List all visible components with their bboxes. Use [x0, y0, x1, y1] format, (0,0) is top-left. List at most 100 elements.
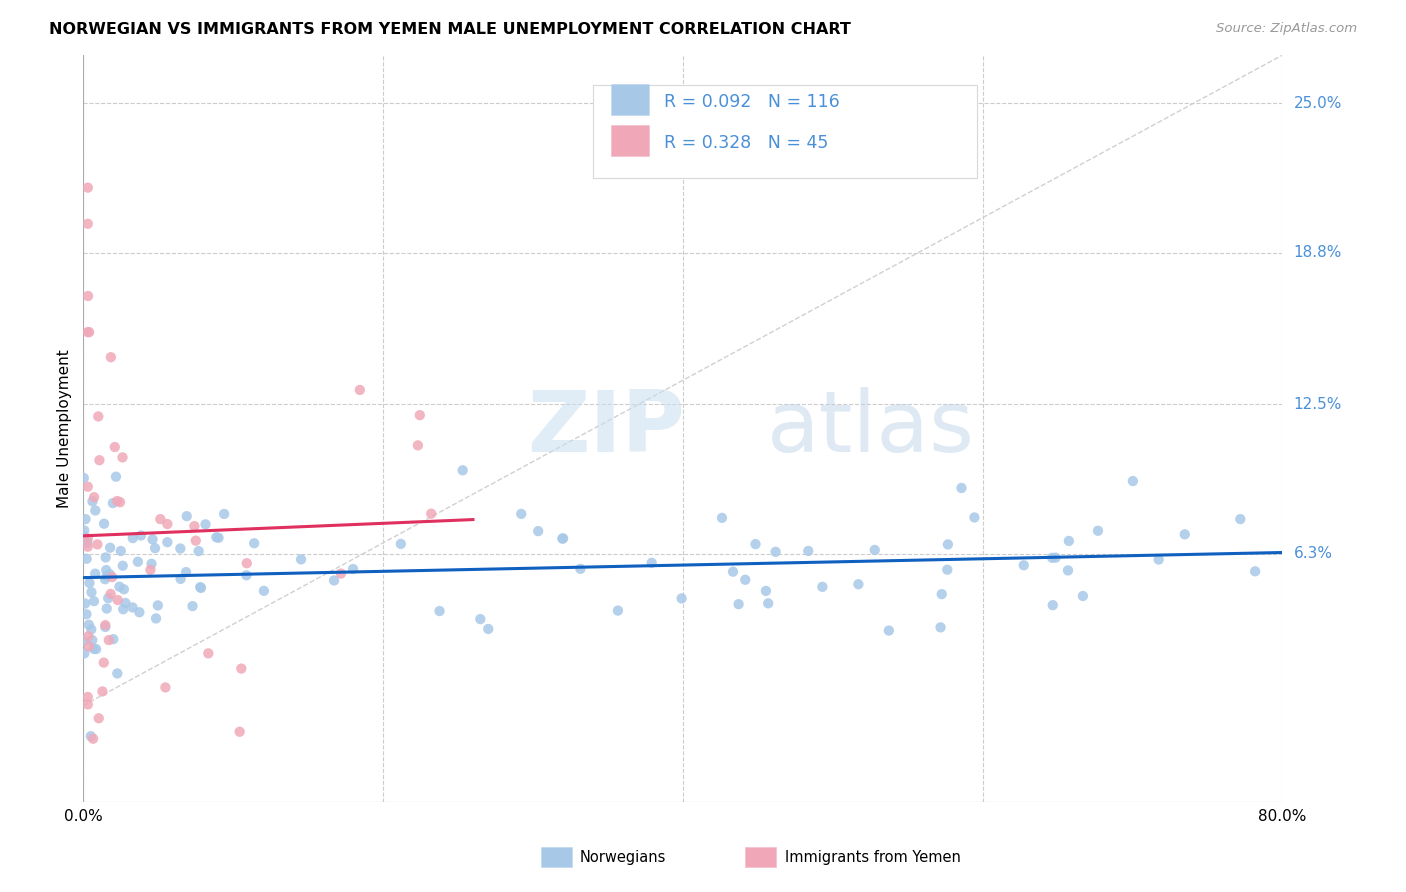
- Point: [121, 531, 143, 545]
- Point: [94, 620, 117, 634]
- Point: [156, 517, 179, 532]
- Text: 25.0%: 25.0%: [1294, 95, 1341, 111]
- Point: [83, 641, 105, 656]
- FancyBboxPatch shape: [593, 85, 977, 178]
- Point: [107, 593, 129, 607]
- Point: [108, 495, 131, 509]
- Point: [73, 471, 96, 485]
- Point: [84, 566, 107, 581]
- Point: [96, 569, 118, 583]
- Point: [86, 537, 108, 551]
- Text: 6.3%: 6.3%: [1294, 546, 1333, 561]
- Point: [811, 580, 834, 594]
- Point: [149, 512, 172, 526]
- Point: [141, 557, 163, 571]
- Point: [146, 599, 169, 613]
- Point: [323, 574, 346, 588]
- Point: [76, 180, 98, 194]
- Point: [139, 563, 162, 577]
- Point: [243, 536, 266, 550]
- Text: 18.8%: 18.8%: [1294, 245, 1341, 260]
- Point: [194, 517, 217, 532]
- Point: [1071, 589, 1094, 603]
- Point: [76, 532, 98, 546]
- Point: [470, 612, 492, 626]
- Point: [105, 494, 128, 508]
- Point: [77, 325, 100, 339]
- Point: [176, 509, 198, 524]
- Point: [100, 350, 122, 364]
- Point: [553, 532, 575, 546]
- Point: [98, 567, 121, 582]
- Point: [145, 611, 167, 625]
- Point: [1042, 598, 1064, 612]
- FancyBboxPatch shape: [610, 84, 650, 115]
- Point: [187, 544, 209, 558]
- Point: [1040, 550, 1063, 565]
- Point: [89, 453, 111, 467]
- Point: [76, 607, 98, 622]
- Text: atlas: atlas: [766, 387, 974, 470]
- Point: [103, 632, 125, 647]
- Point: [101, 570, 124, 584]
- Point: [527, 524, 550, 538]
- Point: [79, 576, 101, 591]
- Text: Immigrants from Yemen: Immigrants from Yemen: [785, 850, 960, 864]
- Point: [1229, 512, 1251, 526]
- Point: [190, 581, 212, 595]
- Point: [98, 541, 121, 555]
- Point: [84, 503, 107, 517]
- Point: [75, 512, 97, 526]
- Text: Source: ZipAtlas.com: Source: ZipAtlas.com: [1216, 22, 1357, 36]
- Point: [73, 524, 96, 538]
- Text: 80.0%: 80.0%: [1258, 809, 1306, 824]
- Point: [174, 565, 197, 579]
- Point: [342, 562, 364, 576]
- Point: [1147, 552, 1170, 566]
- Point: [710, 511, 733, 525]
- Point: [94, 618, 117, 632]
- Point: [207, 531, 229, 545]
- Point: [671, 591, 693, 606]
- Point: [105, 666, 128, 681]
- Point: [253, 583, 276, 598]
- Point: [389, 537, 412, 551]
- Text: 12.5%: 12.5%: [1294, 397, 1341, 412]
- Point: [83, 594, 105, 608]
- Point: [228, 724, 250, 739]
- Point: [111, 450, 134, 465]
- Point: [143, 541, 166, 556]
- Point: [734, 573, 756, 587]
- Point: [104, 440, 127, 454]
- Point: [87, 711, 110, 725]
- Point: [640, 556, 662, 570]
- Point: [77, 617, 100, 632]
- Point: [114, 596, 136, 610]
- Point: [94, 550, 117, 565]
- Point: [330, 566, 353, 581]
- Point: [569, 562, 592, 576]
- Point: [183, 519, 205, 533]
- Point: [1087, 524, 1109, 538]
- Point: [184, 533, 207, 548]
- Point: [76, 536, 98, 550]
- Point: [129, 528, 152, 542]
- Point: [72, 634, 94, 648]
- Text: R = 0.092   N = 116: R = 0.092 N = 116: [664, 93, 839, 112]
- Point: [141, 533, 163, 547]
- Point: [100, 587, 122, 601]
- Point: [101, 496, 124, 510]
- Point: [83, 490, 105, 504]
- Point: [84, 642, 107, 657]
- Point: [205, 530, 228, 544]
- Point: [727, 597, 749, 611]
- Point: [197, 646, 219, 660]
- Point: [235, 568, 257, 582]
- Point: [744, 537, 766, 551]
- Point: [848, 577, 870, 591]
- Point: [76, 698, 98, 712]
- Point: [75, 597, 97, 611]
- Point: [77, 289, 100, 303]
- Point: [756, 596, 779, 610]
- Point: [77, 640, 100, 654]
